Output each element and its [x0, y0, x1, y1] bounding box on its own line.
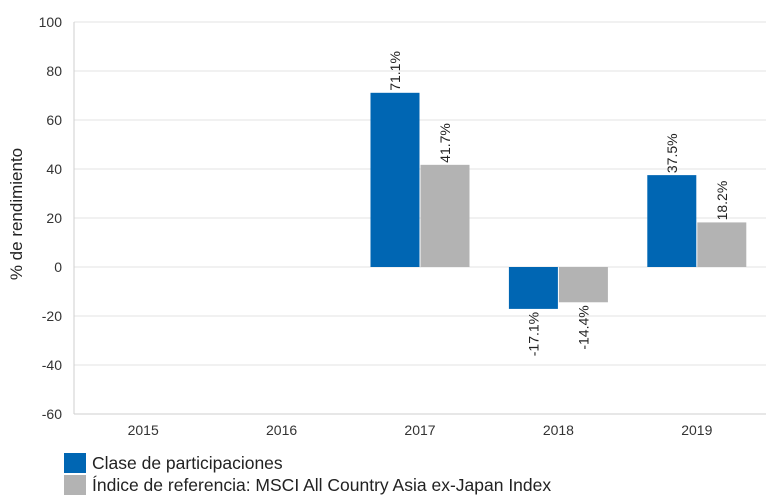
y-tick-label: -40	[42, 357, 62, 373]
y-tick-label: 60	[46, 112, 62, 128]
bar-series-2	[697, 222, 747, 267]
data-label: 71.1%	[387, 51, 403, 91]
data-labels: 71.1% 41.7% -17.1% -14.4% 37.5% 18.2%	[387, 51, 730, 356]
data-label: 18.2%	[714, 181, 730, 221]
legend-label-series-2: Índice de referencia: MSCI All Country A…	[92, 474, 552, 495]
gridlines	[74, 21, 766, 415]
y-tick-label: 100	[39, 14, 63, 30]
axes: -60 -40 -20 0 20 40 60 80 100 2015 2016 2017 2018 201…	[39, 14, 766, 438]
y-axis-label: % de rendimiento	[7, 148, 26, 280]
y-tick-label: 40	[46, 161, 62, 177]
legend-item-series-2: Índice de referencia: MSCI All Country A…	[64, 474, 551, 496]
data-label: -14.4%	[575, 305, 591, 349]
x-tick-label: 2016	[266, 422, 297, 438]
legend-item-series-1: Clase de participaciones	[64, 452, 551, 474]
bar-series-2	[558, 267, 608, 303]
legend-swatch-series-1	[64, 453, 86, 473]
bars	[370, 92, 747, 309]
y-tick-label: -20	[42, 308, 62, 324]
bar-series-1	[370, 92, 420, 268]
x-tick-label: 2017	[404, 422, 435, 438]
legend-swatch-series-2	[64, 475, 86, 495]
y-tick-label: -60	[42, 406, 62, 422]
bar-series-2	[420, 164, 470, 267]
y-tick-label: 80	[46, 63, 62, 79]
y-tick-label: 0	[54, 259, 62, 275]
x-tick-label: 2018	[543, 422, 574, 438]
chart: -60 -40 -20 0 20 40 60 80 100 2015 2016 2017 2018 201…	[7, 14, 766, 438]
data-label: 41.7%	[437, 123, 453, 163]
bar-series-1	[647, 175, 697, 267]
x-tick-label: 2015	[128, 422, 159, 438]
x-tick-label: 2019	[681, 422, 712, 438]
y-tick-label: 20	[46, 210, 62, 226]
legend-label-series-1: Clase de participaciones	[92, 452, 283, 473]
data-label: -17.1%	[525, 312, 541, 356]
data-label: 37.5%	[664, 133, 680, 173]
legend: Clase de participaciones Índice de refer…	[64, 452, 551, 496]
bar-series-1	[508, 267, 558, 309]
